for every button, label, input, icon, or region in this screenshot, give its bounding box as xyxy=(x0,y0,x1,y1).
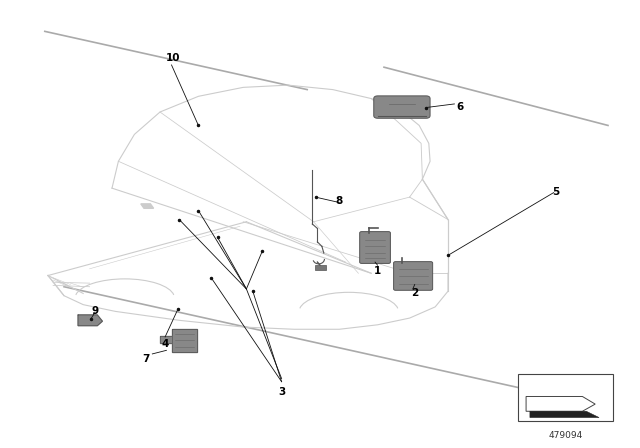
Text: 2: 2 xyxy=(411,289,419,298)
Bar xyxy=(315,265,326,270)
Text: 7: 7 xyxy=(142,354,150,364)
Text: 6: 6 xyxy=(456,102,463,112)
Text: 4: 4 xyxy=(161,339,169,349)
Text: 479094: 479094 xyxy=(548,431,583,440)
FancyBboxPatch shape xyxy=(374,96,430,118)
Polygon shape xyxy=(160,336,172,343)
Bar xyxy=(518,374,613,421)
Text: 1: 1 xyxy=(374,266,381,276)
Text: 3: 3 xyxy=(278,387,285,397)
Text: 9: 9 xyxy=(91,306,99,316)
FancyBboxPatch shape xyxy=(394,262,433,290)
Polygon shape xyxy=(78,315,102,326)
FancyBboxPatch shape xyxy=(360,232,390,263)
Text: 5: 5 xyxy=(552,187,559,197)
Polygon shape xyxy=(172,329,197,352)
Polygon shape xyxy=(141,204,154,208)
Text: 10: 10 xyxy=(166,53,180,63)
Polygon shape xyxy=(530,411,599,418)
Text: 8: 8 xyxy=(335,196,343,206)
